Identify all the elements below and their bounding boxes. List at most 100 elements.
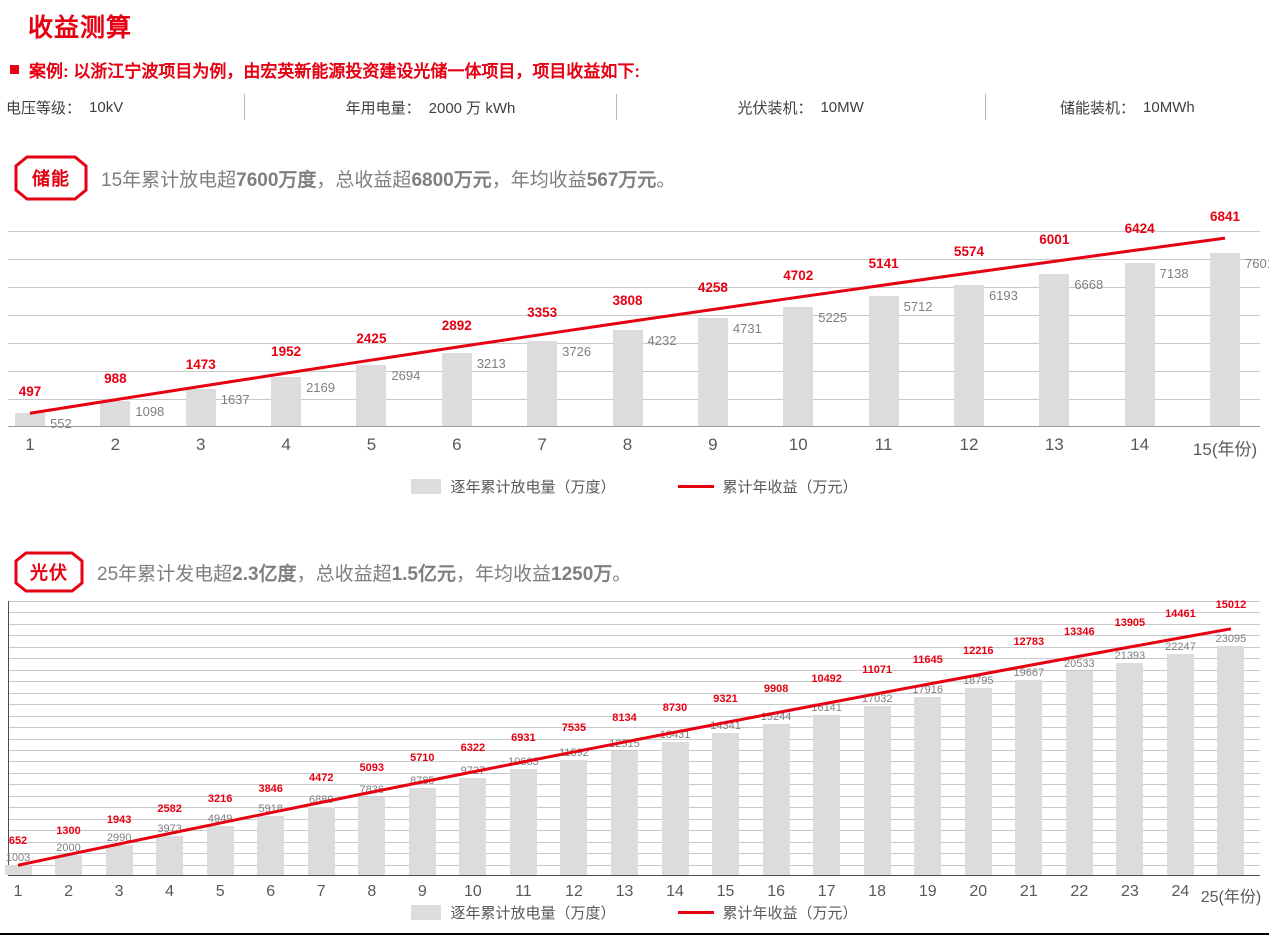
line-value-label: 3808: [612, 292, 643, 308]
bar-value-label: 6668: [1074, 277, 1104, 293]
line-value-label: 14461: [1165, 607, 1196, 620]
gridline: [8, 704, 1260, 706]
line-value-label: 3846: [258, 782, 283, 795]
bar-value-label: 22247: [1165, 641, 1196, 654]
line-value-label: 1952: [271, 344, 302, 360]
line-value-label: 7535: [561, 721, 587, 734]
bar: [307, 806, 335, 875]
bar: [762, 723, 790, 875]
bar: [1166, 654, 1194, 875]
x-axis-label: 11: [515, 883, 532, 900]
headline-number: 1250万: [551, 563, 613, 585]
section-pv-header: 光伏 25年累计发电超2.3亿度，总收益超1.5亿元，年均收益1250万。: [14, 551, 631, 593]
headline-number: 567万元: [586, 169, 657, 191]
bar-value-label: 4731: [732, 321, 762, 337]
pv-chart-legend: 逐年累计放电量（万度） 累计年收益（万元）: [0, 902, 1269, 923]
x-axis-line: [8, 875, 1260, 876]
y-axis-line: [8, 601, 9, 876]
x-axis-line: [8, 426, 1260, 427]
bar-value-label: 2000: [56, 842, 81, 855]
line-value-label: 5141: [868, 256, 899, 272]
bar-value-label: 7138: [1159, 266, 1189, 282]
gridline: [8, 635, 1260, 637]
line-value-label: 1943: [106, 814, 132, 826]
headline-text: 15年累计放电超: [101, 169, 237, 191]
gridline: [8, 727, 1260, 729]
headline-number: 2.3亿度: [232, 563, 297, 585]
gridline: [8, 287, 1260, 288]
storage-chart-legend: 逐年累计放电量（万度） 累计年收益（万元）: [0, 476, 1269, 497]
line-value-label: 988: [104, 370, 127, 386]
line-value-label: 12783: [1013, 635, 1045, 648]
gridline: [8, 692, 1260, 694]
legend-line-label: 累计年收益（万元）: [722, 479, 858, 496]
info-storage-capacity: 储能装机： 10MWh: [986, 97, 1269, 118]
pv-chart: 1003 2000 2990 3973 4949 5918 6880 7836 8785 9727…: [4, 599, 1261, 906]
x-axis-label: 19: [918, 883, 937, 900]
bar: [509, 769, 537, 875]
x-axis-label: 15(年份): [1192, 440, 1258, 459]
storage-badge-label: 储能: [32, 169, 70, 189]
info-annual-consumption-value: 2000 万 kWh: [428, 99, 516, 117]
line-value-label: 8730: [662, 702, 688, 715]
bar: [4, 865, 32, 875]
x-axis-label: 9: [417, 883, 427, 900]
bar: [914, 697, 942, 875]
line-swatch-icon: [677, 485, 714, 488]
bar-value-label: 7601: [1245, 255, 1269, 271]
bar-swatch-icon: [411, 905, 442, 920]
info-voltage-label: 电压等级：: [6, 99, 82, 117]
x-axis-label: 3: [114, 883, 124, 900]
x-axis-label: 8: [367, 883, 377, 900]
x-axis-label: 8: [622, 435, 633, 454]
x-axis-label: 7: [316, 883, 326, 900]
info-storage-capacity-label: 储能装机：: [1060, 99, 1136, 117]
headline-text: ，年均收益: [456, 563, 552, 585]
legend-line-label: 累计年收益（万元）: [722, 905, 858, 922]
x-axis-label: 3: [195, 435, 206, 454]
x-axis-label: 10: [463, 883, 482, 900]
gridline: [8, 681, 1260, 683]
x-axis-label: 23: [1120, 883, 1139, 900]
bar: [100, 400, 131, 426]
bar: [459, 778, 487, 875]
line-value-label: 3353: [527, 305, 558, 321]
badge-octagon-icon: [14, 551, 84, 593]
line-value-label: 10492: [811, 673, 842, 686]
x-axis-label: 25(年份): [1200, 889, 1262, 906]
bar-value-label: 1098: [135, 403, 165, 419]
x-axis-label: 21: [1019, 883, 1038, 900]
bar: [610, 750, 638, 875]
x-axis-label: 15: [716, 883, 735, 900]
legend-item-line: 累计年收益（万元）: [677, 476, 858, 497]
x-axis-label: 2: [64, 883, 73, 900]
bullet-square-icon: [10, 65, 19, 74]
bar: [813, 714, 841, 875]
bar-value-label: 19667: [1013, 666, 1045, 679]
headline-number: 7600万度: [236, 169, 317, 191]
line-value-label: 6424: [1124, 220, 1155, 236]
cumulative-revenue-line: [17, 627, 1232, 867]
legend-item-bar: 逐年累计放电量（万度）: [411, 902, 616, 923]
info-annual-consumption: 年用电量： 2000 万 kWh: [245, 97, 615, 118]
x-axis-label: 17: [817, 883, 836, 900]
x-axis-label: 12: [959, 435, 979, 454]
info-voltage-value: 10kV: [89, 98, 124, 116]
bar: [527, 341, 558, 426]
line-value-label: 9908: [763, 682, 789, 695]
x-axis-label: 10: [788, 435, 808, 454]
pv-badge-label: 光伏: [30, 563, 68, 583]
bar: [358, 797, 386, 875]
x-axis-label: 16: [767, 883, 785, 900]
info-annual-consumption-label: 年用电量：: [345, 99, 421, 117]
line-value-label: 4472: [308, 772, 334, 785]
x-axis-label: 1: [25, 435, 35, 454]
bar: [408, 787, 436, 875]
headline-number: 1.5亿元: [391, 563, 456, 585]
info-pv-capacity: 光伏装机： 10MW: [617, 97, 985, 118]
info-pv-capacity-label: 光伏装机：: [737, 99, 813, 117]
line-value-label: 8134: [612, 712, 637, 725]
line-value-label: 4258: [697, 280, 728, 296]
gridline: [8, 315, 1260, 316]
headline-number: 6800万元: [411, 169, 492, 191]
